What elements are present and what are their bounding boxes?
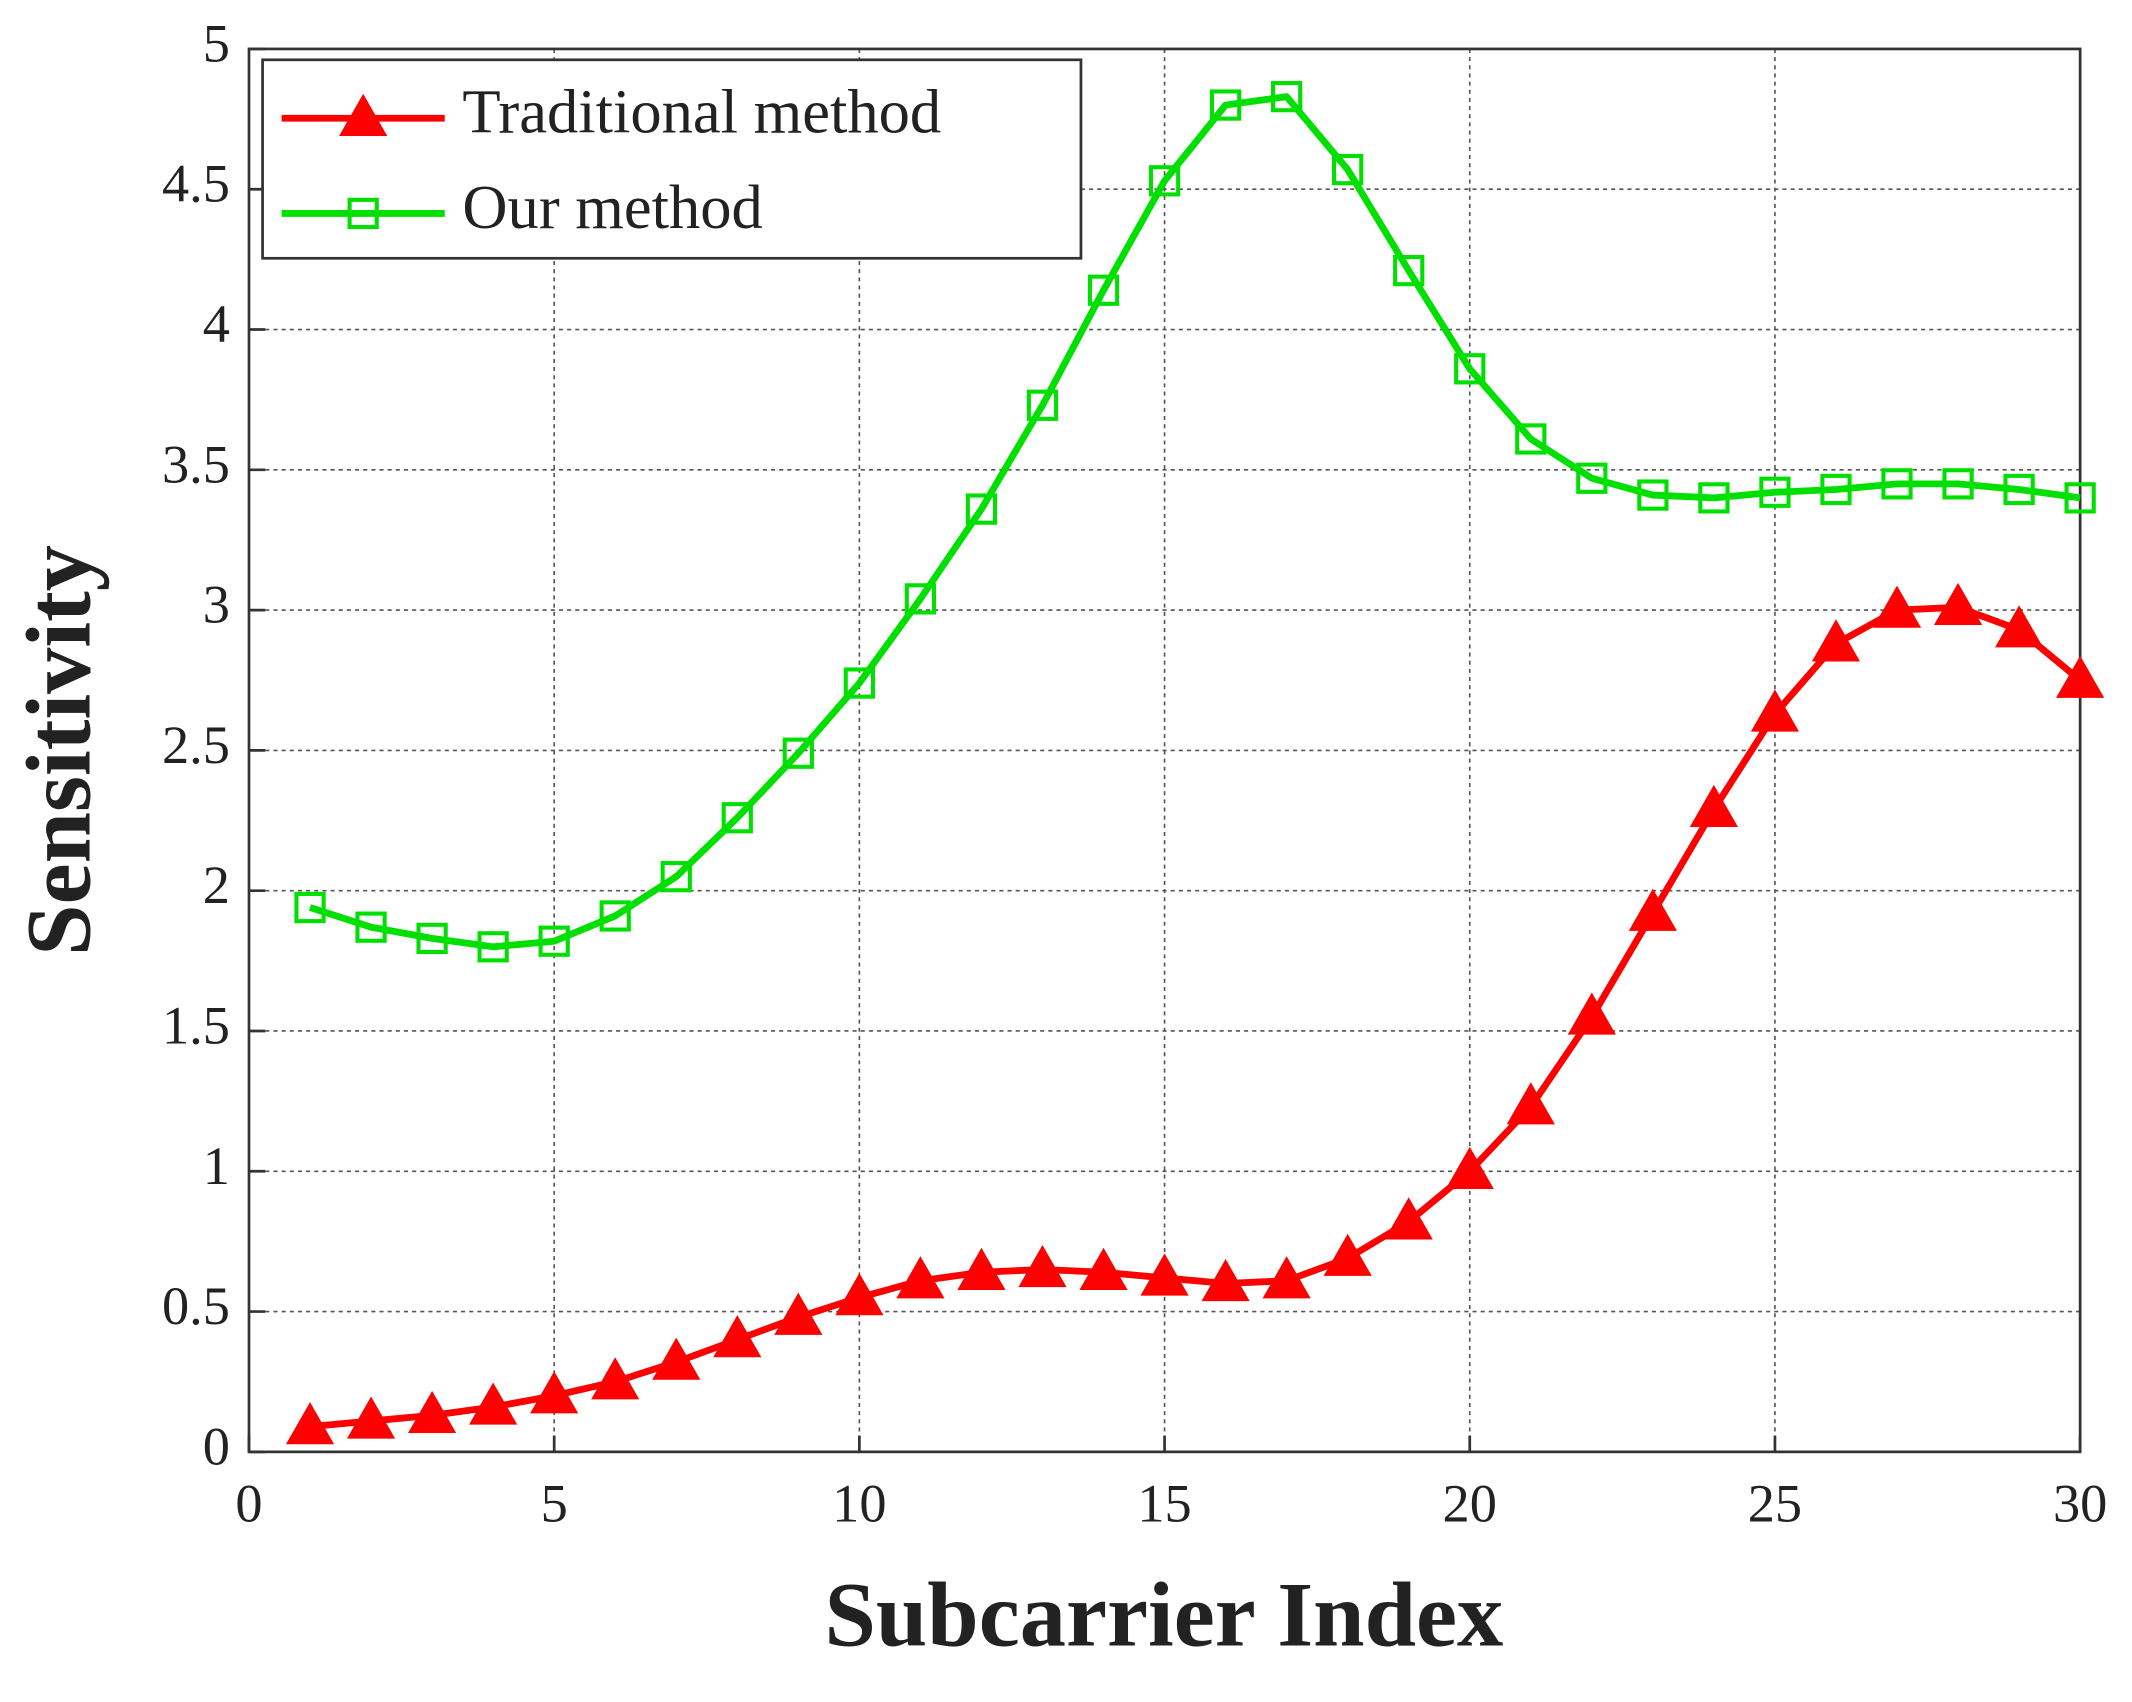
- marker: [294, 891, 326, 924]
- marker: [1332, 153, 1364, 186]
- marker: [1454, 353, 1486, 385]
- marker: [2064, 482, 2096, 514]
- marker: [1567, 992, 1616, 1035]
- marker: [843, 667, 876, 699]
- marker: [469, 1382, 518, 1425]
- marker: [965, 493, 998, 525]
- marker: [530, 1371, 579, 1414]
- marker: [782, 737, 814, 769]
- marker: [774, 1292, 823, 1335]
- legend-marker: [339, 93, 388, 136]
- marker: [835, 1273, 884, 1316]
- marker: [1323, 1233, 1372, 1276]
- grid: [247, 47, 2082, 1454]
- y-axis-label: Sensitivity: [7, 545, 109, 956]
- legend: Traditional method Our method: [261, 58, 1083, 260]
- marker: [1689, 784, 1738, 827]
- marker: [1759, 476, 1791, 508]
- marker: [1445, 1146, 1494, 1189]
- marker: [1628, 888, 1677, 931]
- marker: [713, 1315, 762, 1358]
- marker: [1087, 274, 1120, 306]
- marker: [355, 911, 387, 943]
- marker: [416, 922, 448, 955]
- x-tick-label: 10: [832, 1473, 886, 1533]
- marker: [957, 1247, 1006, 1290]
- marker: [721, 802, 753, 834]
- series: [285, 582, 2105, 1445]
- x-tick-label: 20: [1443, 1473, 1497, 1533]
- y-tick-label: 2: [203, 855, 230, 915]
- marker: [1018, 1244, 1067, 1288]
- y-tick-label: 4: [203, 294, 230, 354]
- x-tick-label: 15: [1137, 1473, 1191, 1533]
- marker: [660, 861, 692, 893]
- series-layer: [285, 81, 2105, 1445]
- marker: [1506, 1082, 1555, 1125]
- legend-label: Our method: [462, 172, 762, 242]
- marker: [1515, 423, 1547, 455]
- marker: [1933, 582, 1983, 625]
- marker: [1079, 1247, 1128, 1290]
- marker: [1026, 389, 1059, 421]
- marker: [1384, 1197, 1433, 1240]
- x-tick-label: 0: [235, 1473, 262, 1533]
- marker: [1209, 89, 1242, 121]
- marker: [1148, 165, 1181, 197]
- marker: [1637, 479, 1669, 511]
- marker: [896, 1256, 945, 1299]
- marker: [1750, 689, 1800, 732]
- marker: [1881, 468, 1913, 500]
- marker: [652, 1337, 701, 1380]
- marker: [1811, 619, 1861, 662]
- series: [294, 81, 2096, 963]
- legend-marker: [347, 197, 379, 230]
- y-tick-label: 5: [203, 13, 230, 73]
- marker: [477, 931, 509, 963]
- y-tick-label: 3: [203, 575, 230, 635]
- marker: [1820, 473, 1852, 506]
- x-tick-label: 5: [541, 1473, 568, 1533]
- marker: [2003, 473, 2035, 506]
- marker: [1576, 462, 1608, 494]
- legend-label: Traditional method: [462, 77, 941, 147]
- marker: [1698, 482, 1730, 514]
- y-tick-label: 4.5: [162, 154, 230, 214]
- marker: [1872, 585, 1922, 628]
- plot-frame: [247, 47, 2082, 1454]
- marker: [1262, 1256, 1311, 1299]
- marker: [285, 1402, 335, 1445]
- y-tick-label: 1.5: [162, 995, 230, 1055]
- x-tick-label: 30: [2053, 1473, 2107, 1533]
- marker: [1393, 254, 1425, 287]
- marker: [599, 900, 631, 932]
- marker: [1994, 605, 2044, 648]
- y-tick-label: 0: [203, 1416, 230, 1476]
- x-axis-label: Subcarrier Index: [825, 1564, 1504, 1666]
- marker: [538, 925, 570, 957]
- marker: [591, 1357, 640, 1400]
- x-tick-label: 25: [1748, 1473, 1802, 1533]
- y-tick-label: 1: [203, 1136, 230, 1196]
- series-line: [308, 93, 2081, 951]
- marker: [2056, 655, 2105, 698]
- marker: [1271, 81, 1303, 113]
- marker: [1201, 1259, 1250, 1302]
- y-tick-label: 2.5: [162, 715, 230, 775]
- marker: [1140, 1253, 1189, 1296]
- marker: [904, 583, 937, 615]
- marker: [1942, 468, 1974, 500]
- legend-box: [261, 58, 1083, 260]
- y-tick-label: 3.5: [162, 434, 230, 494]
- y-tick-label: 0.5: [162, 1276, 230, 1336]
- marker: [408, 1390, 457, 1434]
- marker: [346, 1396, 396, 1439]
